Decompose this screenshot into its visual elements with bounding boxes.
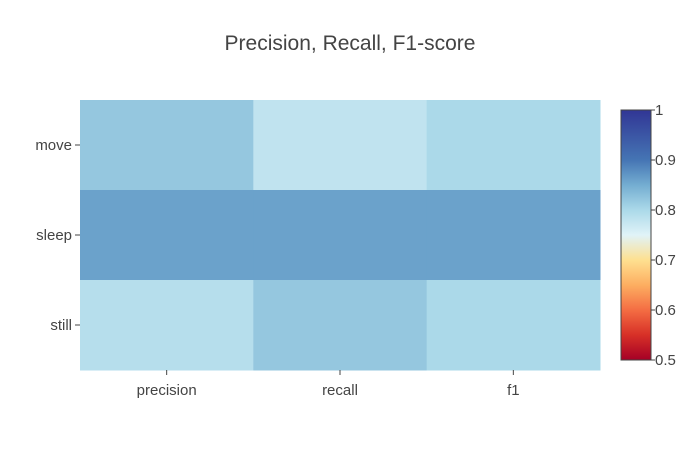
x-tick-label: precision bbox=[137, 382, 197, 399]
y-tick-label: still bbox=[50, 317, 72, 334]
x-tick-label: recall bbox=[322, 382, 358, 399]
x-tick-label: f1 bbox=[507, 382, 520, 399]
colorbar-tick-label: 0.5 bbox=[655, 352, 676, 369]
heatmap-cell-move-precision bbox=[80, 100, 254, 191]
x-axis-ticks: precision recall f1 bbox=[137, 370, 520, 399]
colorbar-ticks: 0.5 0.6 0.7 0.8 0.9 1 bbox=[651, 102, 676, 369]
colorbar: 0.5 0.6 0.7 0.8 0.9 1 bbox=[620, 102, 676, 369]
heatmap-cell-sleep-recall bbox=[253, 190, 428, 281]
heatmap-cells bbox=[80, 100, 601, 371]
colorbar-tick-label: 1 bbox=[655, 102, 663, 119]
heatmap-cell-still-precision bbox=[80, 280, 254, 371]
heatmap-cell-still-f1 bbox=[426, 280, 601, 371]
heatmap-cell-sleep-f1 bbox=[426, 190, 601, 281]
heatmap-cell-still-recall bbox=[253, 280, 428, 371]
y-tick-label: sleep bbox=[36, 227, 72, 244]
colorbar-gradient bbox=[620, 109, 652, 361]
heatmap-cell-move-recall bbox=[253, 100, 428, 191]
colorbar-tick-label: 0.8 bbox=[655, 202, 676, 219]
colorbar-tick-label: 0.6 bbox=[655, 302, 676, 319]
y-axis-ticks: move sleep still bbox=[35, 137, 80, 334]
colorbar-tick-label: 0.7 bbox=[655, 252, 676, 269]
chart-title: Precision, Recall, F1-score bbox=[225, 32, 476, 55]
heatmap-cell-move-f1 bbox=[426, 100, 601, 191]
heatmap-cell-sleep-precision bbox=[80, 190, 254, 281]
y-tick-label: move bbox=[35, 137, 72, 154]
colorbar-tick-label: 0.9 bbox=[655, 152, 676, 169]
